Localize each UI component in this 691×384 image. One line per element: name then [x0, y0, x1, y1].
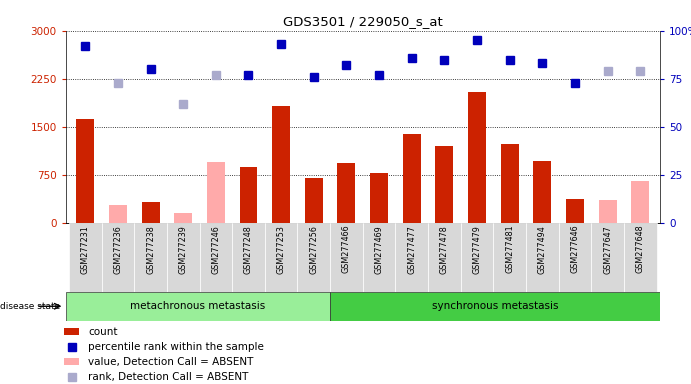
Bar	[493, 223, 526, 292]
Bar	[232, 223, 265, 292]
Bar	[624, 223, 656, 292]
Text: GSM277469: GSM277469	[375, 225, 384, 273]
Bar	[501, 144, 519, 223]
Bar	[76, 119, 94, 223]
Bar	[64, 328, 79, 336]
Text: GSM277477: GSM277477	[407, 225, 416, 274]
Bar	[200, 223, 232, 292]
Bar	[632, 181, 650, 223]
Bar	[174, 213, 192, 223]
Bar	[330, 292, 660, 321]
Text: GSM277648: GSM277648	[636, 225, 645, 273]
Text: GSM277481: GSM277481	[505, 225, 514, 273]
Text: synchronous metastasis: synchronous metastasis	[432, 301, 558, 311]
Text: GSM277466: GSM277466	[342, 225, 351, 273]
Bar	[337, 162, 355, 223]
Text: metachronous metastasis: metachronous metastasis	[130, 301, 265, 311]
Bar	[330, 223, 363, 292]
Text: GSM277256: GSM277256	[310, 225, 319, 274]
Text: GSM277246: GSM277246	[211, 225, 220, 273]
Text: GSM277231: GSM277231	[81, 225, 90, 273]
Text: GSM277479: GSM277479	[473, 225, 482, 274]
Text: disease state: disease state	[0, 302, 60, 311]
Bar	[598, 200, 616, 223]
Bar	[66, 292, 330, 321]
Bar	[435, 146, 453, 223]
Text: count: count	[88, 327, 117, 337]
Bar	[395, 223, 428, 292]
Text: GSM277646: GSM277646	[571, 225, 580, 273]
Bar	[265, 223, 297, 292]
Bar	[167, 223, 200, 292]
Bar	[142, 202, 160, 223]
Text: GSM277253: GSM277253	[276, 225, 285, 274]
Text: GSM277248: GSM277248	[244, 225, 253, 273]
Bar	[207, 162, 225, 223]
Bar	[297, 223, 330, 292]
Bar	[591, 223, 624, 292]
Bar	[403, 134, 421, 223]
Bar	[134, 223, 167, 292]
Text: GSM277494: GSM277494	[538, 225, 547, 273]
Text: percentile rank within the sample: percentile rank within the sample	[88, 342, 264, 352]
Bar	[428, 223, 461, 292]
Text: rank, Detection Call = ABSENT: rank, Detection Call = ABSENT	[88, 372, 249, 382]
Bar	[461, 223, 493, 292]
Text: GSM277478: GSM277478	[440, 225, 449, 273]
Bar	[566, 199, 584, 223]
Text: GSM277647: GSM277647	[603, 225, 612, 273]
Bar	[363, 223, 395, 292]
Text: GSM277238: GSM277238	[146, 225, 155, 273]
Bar	[468, 91, 486, 223]
Bar	[69, 223, 102, 292]
Text: GSM277239: GSM277239	[179, 225, 188, 274]
Text: GSM277236: GSM277236	[113, 225, 122, 273]
Title: GDS3501 / 229050_s_at: GDS3501 / 229050_s_at	[283, 15, 443, 28]
Text: value, Detection Call = ABSENT: value, Detection Call = ABSENT	[88, 357, 254, 367]
Bar	[109, 205, 127, 223]
Bar	[305, 178, 323, 223]
Bar	[240, 167, 258, 223]
Bar	[64, 358, 79, 365]
Bar	[102, 223, 134, 292]
Bar	[370, 173, 388, 223]
Bar	[272, 106, 290, 223]
Bar	[526, 223, 559, 292]
Bar	[559, 223, 591, 292]
Bar	[533, 161, 551, 223]
